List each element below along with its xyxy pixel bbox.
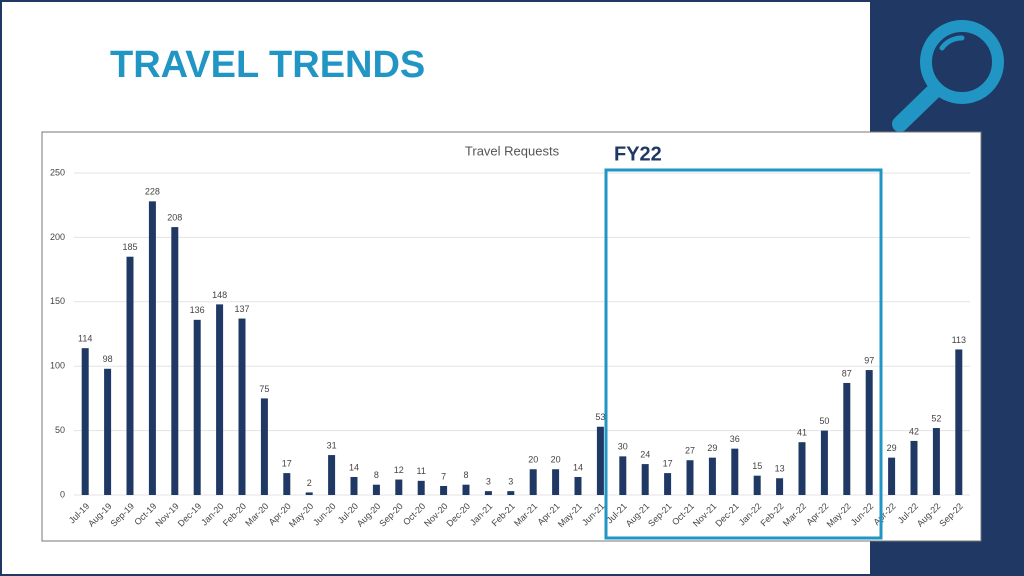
data-label: 3	[486, 477, 491, 487]
bar	[753, 475, 761, 495]
data-label: 14	[573, 462, 583, 472]
data-label: 113	[952, 335, 966, 345]
bar	[81, 348, 89, 495]
y-tick-label: 0	[60, 489, 65, 499]
bar	[238, 318, 246, 495]
bar	[686, 460, 694, 495]
bar	[731, 448, 739, 495]
data-label: 29	[707, 443, 717, 453]
bar	[417, 480, 425, 495]
y-tick-label: 50	[55, 425, 65, 435]
data-label: 13	[775, 464, 785, 474]
bar	[932, 428, 940, 495]
data-label: 30	[618, 442, 628, 452]
bar	[171, 227, 179, 495]
data-label: 17	[663, 458, 673, 468]
bar	[820, 430, 828, 495]
data-label: 75	[259, 384, 269, 394]
data-label: 8	[463, 470, 468, 480]
bar	[283, 473, 291, 495]
chart-title: Travel Requests	[465, 143, 560, 158]
data-label: 24	[640, 449, 650, 459]
bar	[126, 256, 134, 495]
data-label: 3	[508, 477, 513, 487]
bar	[619, 456, 627, 495]
magnifier-icon	[892, 20, 1004, 132]
data-label: 97	[864, 355, 874, 365]
data-label: 41	[797, 428, 807, 438]
data-label: 27	[685, 446, 695, 456]
bar	[216, 304, 224, 495]
data-label: 7	[441, 471, 446, 481]
bar	[910, 440, 918, 495]
data-label: 2	[307, 478, 312, 488]
data-label: 136	[190, 305, 205, 315]
bar	[328, 455, 336, 495]
data-label: 98	[103, 354, 113, 364]
bar	[664, 473, 672, 495]
bar	[148, 201, 156, 495]
bar	[529, 469, 537, 495]
data-label: 50	[819, 416, 829, 426]
bar	[193, 319, 201, 495]
bar	[708, 457, 716, 495]
bar	[440, 485, 448, 495]
fy22-highlight	[604, 168, 883, 540]
data-label: 15	[752, 461, 762, 471]
bar	[574, 476, 582, 495]
data-label: 185	[122, 242, 137, 252]
data-label: 20	[551, 455, 561, 465]
annotation: FY22	[614, 143, 662, 165]
bar	[552, 469, 560, 495]
bar	[955, 349, 963, 495]
data-label: 114	[78, 334, 92, 344]
data-label: 53	[595, 412, 605, 422]
data-label: 228	[145, 187, 160, 197]
bar	[260, 398, 268, 495]
data-label: 20	[528, 455, 538, 465]
data-label: 14	[349, 462, 359, 472]
bar	[641, 464, 649, 495]
y-tick-label: 250	[50, 167, 65, 177]
bar	[776, 478, 784, 495]
data-label: 148	[212, 290, 227, 300]
bar	[395, 479, 403, 495]
data-label: 137	[234, 304, 249, 314]
data-label: 42	[909, 426, 919, 436]
bar	[104, 368, 112, 495]
slide-title: TRAVEL TRENDS	[110, 44, 425, 86]
y-tick-label: 100	[50, 361, 65, 371]
data-label: 36	[730, 434, 740, 444]
bar	[888, 457, 896, 495]
data-label: 52	[931, 413, 941, 423]
data-label: 31	[327, 440, 337, 450]
data-label: 29	[887, 443, 897, 453]
data-label: 17	[282, 458, 292, 468]
bar	[484, 491, 492, 495]
data-label: 12	[394, 465, 404, 475]
bar	[798, 442, 806, 495]
bar	[865, 370, 873, 495]
data-label: 87	[842, 368, 852, 378]
bar	[350, 476, 358, 495]
data-label: 8	[374, 470, 379, 480]
y-tick-label: 150	[50, 296, 65, 306]
bar	[843, 382, 851, 495]
bar	[462, 484, 470, 495]
y-tick-label: 200	[50, 232, 65, 242]
bar	[305, 492, 313, 495]
bar	[372, 484, 380, 495]
data-label: 11	[417, 466, 426, 476]
bar	[507, 491, 515, 495]
bar	[596, 426, 604, 495]
data-label: 208	[167, 212, 182, 222]
